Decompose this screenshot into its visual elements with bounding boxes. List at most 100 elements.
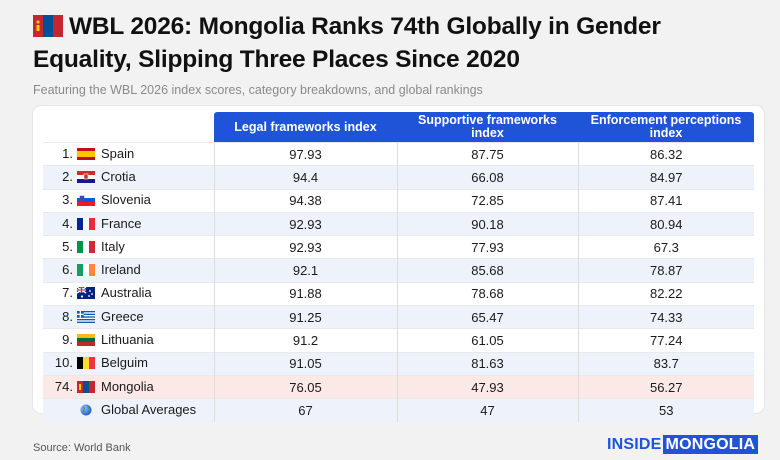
table-row: 8. Greece 91.25 65.47 74.33 [43,305,754,329]
table-header-row: Legal frameworks index Supportive framew… [43,112,754,143]
value-cell: 92.1 [213,258,397,283]
country-cell: 10. Belguim [43,351,214,376]
country-name: Lithuania [101,332,154,348]
table-row: 10. Belguim 91.05 81.63 83.7 [43,351,754,376]
country-name: Mongolia [101,378,154,394]
country-cell: 2. Crotia [43,165,214,190]
value-cell: 92.93 [213,211,397,236]
value-cell: 91.25 [213,305,397,329]
country-name: Greece [101,308,144,324]
country-cell: Global Averages [43,398,214,422]
country-cell: 9. Lithuania [43,328,214,353]
rank-label: 7. [62,285,73,301]
brand-part-mongolia: MONGOLIA [662,435,759,454]
country-name: Ireland [101,262,141,278]
source-note: Source: World Bank [33,442,131,454]
country-name: Crotia [101,168,136,184]
value-cell: 47 [396,398,578,422]
country-name: Spain [101,145,135,161]
country-cell: 8. Greece [43,305,214,329]
value-cell: 87.41 [577,188,754,213]
value-cell: 53 [577,398,754,422]
value-cell: 77.24 [577,328,754,353]
value-cell: 92.93 [213,235,397,259]
value-cell: 67 [213,398,397,422]
value-cell: 97.93 [213,141,397,166]
value-cell: 78.68 [396,281,578,306]
globe-icon [77,404,95,419]
rank-label: 3. [62,192,73,208]
rank-label: 1. [62,145,73,161]
value-cell: 84.97 [577,165,754,190]
value-cell: 77.93 [396,235,578,259]
country-name: Australia [101,285,152,301]
table-row: 9. Lithuania 91.2 61.05 77.24 [43,328,754,353]
table-card: Legal frameworks index Supportive framew… [33,106,764,422]
header-enforcement-perceptions: Enforcement perceptions index [578,112,754,143]
country-cell: 6. Ireland [43,258,214,283]
mongolia-flag-icon [77,380,95,396]
value-cell: 76.05 [213,374,397,399]
rank-label: 74. [54,378,73,394]
country-name: Belguim [101,355,148,371]
value-cell: 47.93 [396,374,578,399]
value-cell: 91.05 [213,351,397,376]
country-name: Global Averages [101,401,197,417]
value-cell: 81.63 [396,351,578,376]
brand-part-inside: INSIDE [607,436,662,453]
rank-label: 8. [62,308,73,324]
table-row: Global Averages 67 47 53 [43,398,754,422]
table-row: 7. Australia 91.88 78.68 82.22 [43,281,754,306]
title-text: WBL 2026: Mongolia Ranks 74th Globally i… [33,13,661,73]
france-flag-icon [77,217,95,233]
value-cell: 85.68 [396,258,578,283]
rank-label: 6. [62,262,73,278]
value-cell: 94.38 [213,188,397,213]
value-cell: 65.47 [396,305,578,329]
table-row: 74. Mongolia 76.05 47.93 56.27 [43,374,754,399]
table-row: 4. France 92.93 90.18 80.94 [43,211,754,236]
value-cell: 87.75 [396,141,578,166]
value-cell: 82.22 [577,281,754,306]
value-cell: 72.85 [396,188,578,213]
value-cell: 80.94 [577,211,754,236]
value-cell: 90.18 [396,211,578,236]
spain-flag-icon [77,147,95,163]
slovenia-flag-icon [77,194,95,209]
table-row: 6. Ireland 92.1 85.68 78.87 [43,258,754,283]
subtitle: Featuring the WBL 2026 index scores, cat… [33,83,483,97]
table-row: 2. Crotia 94.4 66.08 84.97 [43,165,754,190]
value-cell: 91.2 [213,328,397,353]
country-cell: 5. Italy [43,235,214,259]
mongolia-flag-icon [33,15,63,45]
country-name: Italy [101,238,125,254]
lithuania-flag-icon [77,334,95,349]
croatia-flag-icon [77,170,95,186]
header-legal-frameworks: Legal frameworks index [214,112,397,143]
value-cell: 86.32 [577,141,754,166]
rank-label: 10. [54,355,73,371]
value-cell: 91.88 [213,281,397,306]
header-blank [43,112,214,143]
rank-label: 2. [62,168,73,184]
value-cell: 78.87 [577,258,754,283]
value-cell: 66.08 [396,165,578,190]
country-name: Slovenia [101,192,151,208]
table-row: 3. Slovenia 94.38 72.85 87.41 [43,188,754,213]
value-cell: 74.33 [577,305,754,329]
country-cell: 1. Spain [43,141,214,166]
table-body: 1. Spain 97.93 87.75 86.32 2. Crotia 94.4 66.08 8… [43,141,754,422]
rank-label: 9. [62,332,73,348]
greece-flag-icon [77,310,95,326]
rank-label: 5. [62,238,73,254]
table-row: 1. Spain 97.93 87.75 86.32 [43,141,754,166]
country-cell: 4. France [43,211,214,236]
rankings-table: Legal frameworks index Supportive framew… [43,112,754,422]
page-title: WBL 2026: Mongolia Ranks 74th Globally i… [33,12,763,75]
value-cell: 94.4 [213,165,397,190]
value-cell: 61.05 [396,328,578,353]
rank-label: 4. [62,215,73,231]
value-cell: 56.27 [577,374,754,399]
italy-flag-icon [77,240,95,256]
country-cell: 7. Australia [43,281,214,306]
